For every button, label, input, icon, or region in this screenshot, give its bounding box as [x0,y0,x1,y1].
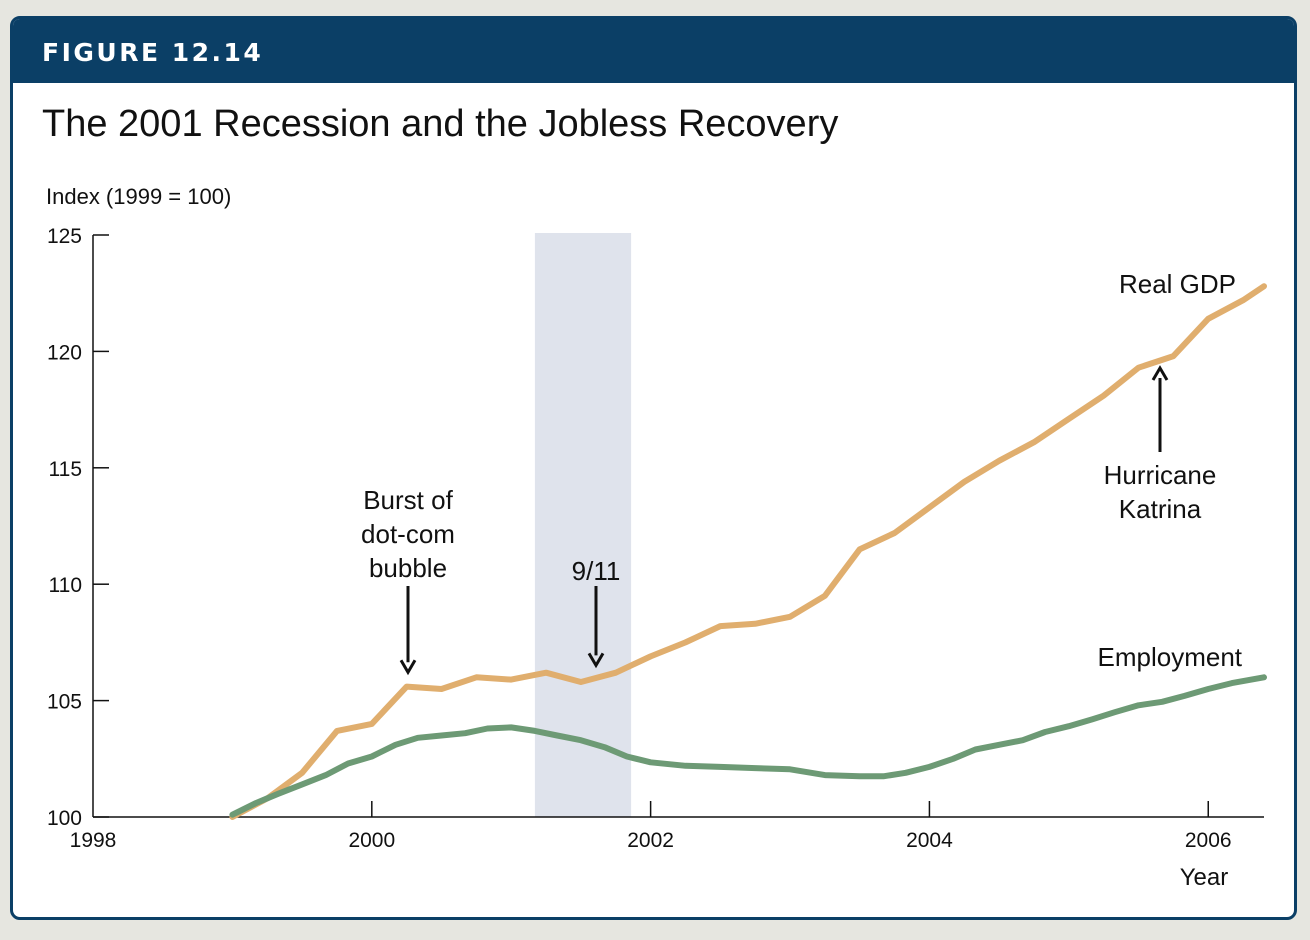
y-tick-label: 120 [47,341,82,364]
y-tick-label: 115 [49,458,82,481]
recession-shading [534,233,632,817]
figure-header-bar: FIGURE 12.14 [13,19,1294,83]
real-gdp-label: Real GDP [1119,269,1236,299]
y-axis-label: Index (1999 = 100) [46,184,231,209]
annotation-arrowhead [1151,365,1169,381]
recession-shading-layer [534,233,632,817]
annotation-text: 9/11 [572,556,621,586]
axes-layer: 100 105 110 115 120 125 1998 2000 2002 2004 2006 [47,225,1264,852]
annotation-text: Hurricane [1104,460,1217,490]
annotation-arrowhead [399,659,417,676]
x-tick-label: 2006 [1185,829,1232,852]
series-layer [229,283,1267,820]
figure-label: FIGURE 12.14 [42,38,264,67]
y-tick-label: 125 [47,225,82,248]
annotation-layer: Real GDP Employment Burst of dot-com bubble 9… [361,269,1243,676]
y-tick-label: 110 [49,574,82,597]
annotation-text: Katrina [1119,494,1202,524]
annotation-text: Burst of [363,485,453,515]
figure-frame: FIGURE 12.14 The 2001 Recession and the … [10,16,1297,920]
y-tick-label: 105 [47,691,82,714]
annotation-text: dot-com [361,519,455,549]
x-tick-label: 2000 [348,829,395,852]
y-tick-label: 100 [47,807,82,830]
employment-label: Employment [1098,642,1243,672]
annotation-text: bubble [369,553,447,583]
x-tick-label: 1998 [70,829,117,852]
figure-title: The 2001 Recession and the Jobless Recov… [42,103,839,145]
x-tick-label: 2004 [906,829,953,852]
x-axis-label: Year [1180,864,1229,891]
real-gdp-line [229,283,1267,820]
x-tick-label: 2002 [627,829,674,852]
employment-line [229,674,1267,818]
annotation-arrowhead [587,652,605,669]
